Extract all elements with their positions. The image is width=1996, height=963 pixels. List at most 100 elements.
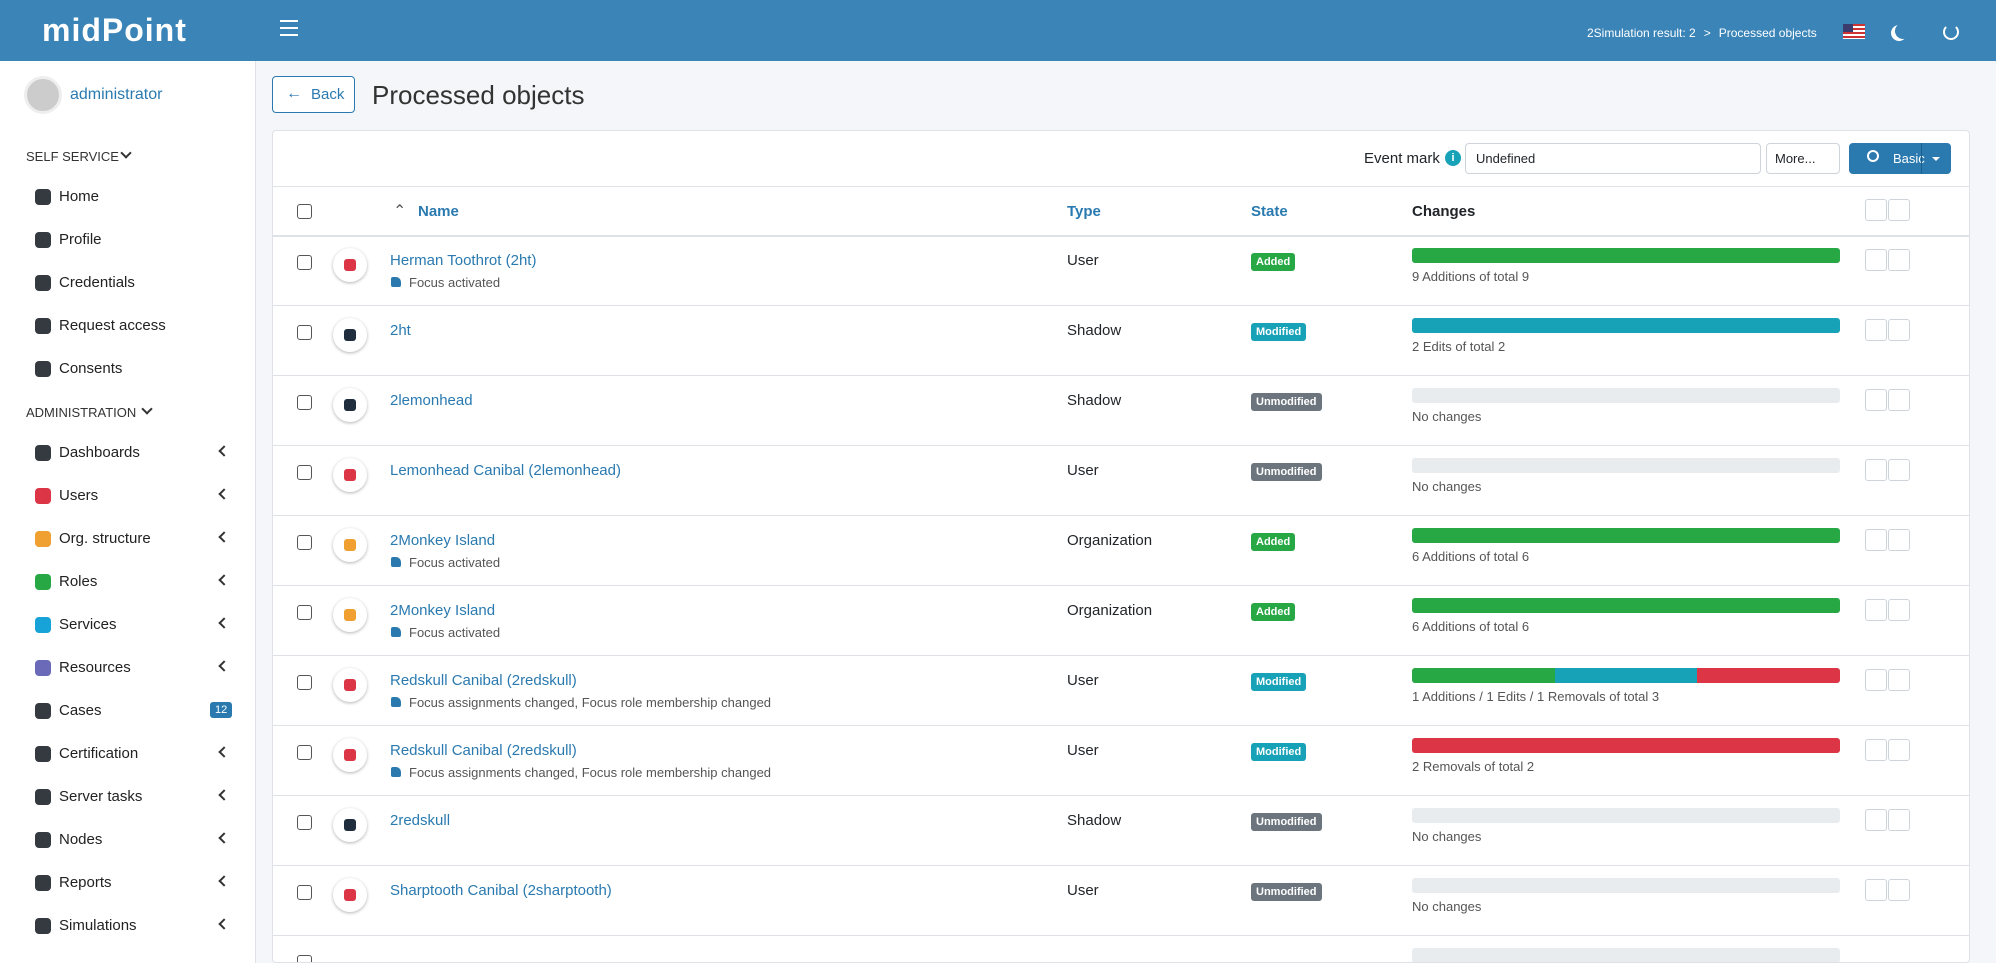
section-title[interactable]: SELF SERVICE [26,149,119,164]
user-name[interactable]: administrator [70,86,163,103]
menu-icon [35,361,51,377]
row-checkbox[interactable] [297,955,312,962]
column-header[interactable]: Name [418,203,459,220]
more-button[interactable]: More... [1766,143,1840,174]
change-bar-track [1412,318,1840,333]
table-row: 2Monkey Island Focus activated Organizatio… [273,586,1969,656]
state-badge: Modified [1251,673,1307,691]
object-type: Shadow [1067,392,1122,409]
mark-button[interactable] [1865,809,1887,831]
menu-icon [35,574,51,590]
object-name[interactable]: Herman Toothrot (2ht) [390,252,537,269]
object-name[interactable]: 2redskull [390,812,451,829]
change-bar-segment [1412,318,1840,333]
row-checkbox[interactable] [297,465,312,480]
tag-button[interactable] [1888,879,1910,901]
section-title[interactable]: ADMINISTRATION [26,405,137,420]
tag-button[interactable] [1888,809,1910,831]
mark-button[interactable] [1865,319,1887,341]
menu-item[interactable]: Consents [59,360,123,377]
object-icon-glyph [344,749,356,761]
mark-button[interactable] [1865,459,1887,481]
row-checkbox[interactable] [297,605,312,620]
menu-item[interactable]: Simulations [59,917,137,934]
row-checkbox[interactable] [297,325,312,340]
menu-toggle[interactable] [280,20,298,36]
column-header[interactable]: Type [1067,203,1101,220]
breadcrumb-item[interactable]: 2Simulation result: 2 [1587,26,1696,40]
change-summary: 1 Additions / 1 Edits / 1 Removals of to… [1412,689,1660,704]
back-button[interactable]: Back [272,76,355,113]
menu-item[interactable]: Roles [59,573,98,590]
object-name[interactable]: Sharptooth Canibal (2sharptooth) [390,882,612,899]
tag-button[interactable] [1888,529,1910,551]
logout-button[interactable] [1943,24,1959,40]
menu-item[interactable]: Profile [59,231,102,248]
row-checkbox[interactable] [297,395,312,410]
mark-button[interactable] [1865,879,1887,901]
menu-item[interactable]: Cases [59,702,102,719]
state-badge: Modified [1251,743,1307,761]
table-row: Sharptooth Canibal (2sharptooth) User Unmo… [273,866,1969,936]
change-summary: No changes [1412,829,1482,844]
object-name[interactable]: Redskull Canibal (2redskull) [390,672,577,689]
menu-item[interactable]: Request access [59,317,166,334]
row-checkbox[interactable] [297,885,312,900]
search-caret[interactable] [1932,157,1940,165]
event-mark-select[interactable]: Undefined [1465,143,1761,174]
mark-button[interactable] [1865,199,1887,221]
object-name[interactable]: 2ht [390,322,411,339]
menu-item[interactable]: Services [59,616,117,633]
object-name[interactable]: 2Monkey Island [390,602,496,619]
tag-button[interactable] [1888,599,1910,621]
mark-button[interactable] [1865,249,1887,271]
tag-button[interactable] [1888,459,1910,481]
menu-item[interactable]: Credentials [59,274,135,291]
object-name[interactable]: 2lemonhead [390,392,473,409]
object-type: Shadow [1067,812,1122,829]
menu-item[interactable]: Server tasks [59,788,143,805]
menu-item[interactable]: Users [59,487,99,504]
row-checkbox[interactable] [297,255,312,270]
row-checkbox[interactable] [297,535,312,550]
mark-button[interactable] [1865,669,1887,691]
menu-item[interactable]: Nodes [59,831,103,848]
menu-item[interactable]: Resources [59,659,131,676]
logo[interactable]: midPoint [42,12,187,48]
tag-button[interactable] [1888,319,1910,341]
info-icon[interactable]: i [1445,150,1461,166]
mark-button[interactable] [1865,599,1887,621]
menu-chevron [218,574,230,586]
change-summary: 9 Additions of total 9 [1412,269,1530,284]
mark-button[interactable] [1865,739,1887,761]
menu-item[interactable]: Certification [59,745,139,762]
tag-button[interactable] [1888,669,1910,691]
tag-button[interactable] [1888,199,1910,221]
object-name[interactable]: Redskull Canibal (2redskull) [390,742,577,759]
object-type: User [1067,882,1099,899]
tag-button[interactable] [1888,249,1910,271]
change-bar-segment [1412,598,1840,613]
select-all-checkbox[interactable] [297,204,312,219]
change-bar-track [1412,738,1840,753]
object-name[interactable]: 2Monkey Island [390,532,496,549]
column-header[interactable]: State [1251,203,1288,220]
divider [273,186,1969,187]
tag-button[interactable] [1888,389,1910,411]
object-name[interactable]: Lemonhead Canibal (2lemonhead) [390,462,621,479]
menu-item[interactable]: Org. structure [59,530,151,547]
row-checkbox[interactable] [297,675,312,690]
object-type: User [1067,252,1099,269]
dark-mode-toggle[interactable] [1895,23,1911,39]
menu-item[interactable]: Home [59,188,100,205]
language-flag[interactable] [1843,24,1865,39]
menu-chevron [218,918,230,930]
menu-item[interactable]: Reports [59,874,112,891]
menu-icon [35,232,51,248]
menu-item[interactable]: Dashboards [59,444,140,461]
mark-button[interactable] [1865,529,1887,551]
tag-button[interactable] [1888,739,1910,761]
mark-button[interactable] [1865,389,1887,411]
row-checkbox[interactable] [297,815,312,830]
row-checkbox[interactable] [297,745,312,760]
